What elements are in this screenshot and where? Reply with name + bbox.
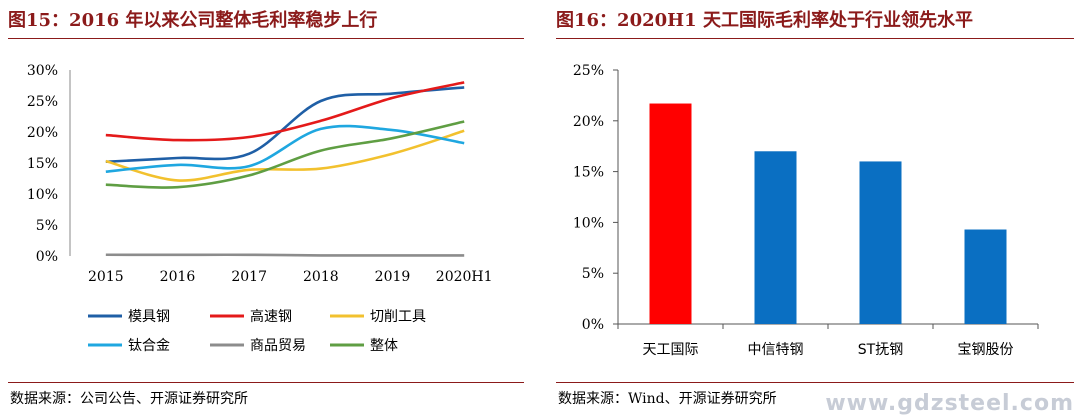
y-tick-label: 10% (573, 215, 604, 231)
right-figure: 图16：2020H1 天工国际毛利率处于行业领先水平 0% 5% 10% 15% 20%… (548, 0, 1080, 416)
y-tick-label: 20% (27, 125, 58, 141)
x-tick-label: 2015 (88, 269, 124, 285)
legend-label: 切削工具 (370, 309, 426, 325)
category-label: 宝钢股份 (958, 342, 1014, 358)
series-line (105, 120, 465, 189)
bar (649, 103, 692, 324)
legend-label: 钛合金 (128, 338, 170, 354)
y-tick-label: 10% (27, 187, 58, 203)
left-figure: 图15：2016 年以来公司整体毛利率稳步上行 0% 5% 10% 15% 20% 25%… (0, 0, 530, 416)
bar (964, 229, 1007, 324)
y-tick-label: 5% (36, 218, 58, 234)
site-watermark: www.gdzsteel.com (825, 391, 1074, 416)
category-label: 天工国际 (643, 342, 699, 358)
y-tick-label: 5% (582, 266, 604, 282)
series-line (105, 81, 465, 142)
bar-chart: 0% 5% 10% 15% 20% 25% 天工国际 中信特钢 ST抚钢 宝钢股份 (573, 63, 1039, 358)
x-tick-label: 2018 (303, 269, 339, 285)
bar (859, 161, 902, 324)
y-tick-label: 25% (27, 94, 58, 110)
bar (754, 151, 797, 324)
series-line (105, 253, 465, 257)
y-tick-label: 30% (27, 63, 58, 79)
y-tick-label: 25% (573, 63, 604, 79)
legend-label: 模具钢 (128, 309, 170, 325)
y-tick-label: 0% (582, 317, 604, 333)
left-title-divider (8, 38, 524, 39)
series-line (105, 124, 465, 173)
x-tick-label: 2017 (231, 269, 267, 285)
left-source-divider (8, 382, 524, 383)
y-tick-label: 20% (573, 114, 604, 130)
series-line (105, 129, 465, 182)
right-figure-title: 图16：2020H1 天工国际毛利率处于行业领先水平 (556, 10, 973, 31)
y-tick-label: 0% (36, 249, 58, 265)
right-source-note: 数据来源：Wind、开源证券研究所 (558, 391, 777, 407)
left-source-note: 数据来源：公司公告、开源证券研究所 (10, 391, 248, 407)
x-tick-label: 2016 (160, 269, 196, 285)
category-label: ST抚钢 (858, 342, 903, 358)
legend-label: 商品贸易 (250, 338, 306, 354)
legend-label: 整体 (370, 338, 398, 354)
legend-label: 高速钢 (250, 308, 292, 325)
right-source-divider (556, 382, 1074, 383)
y-tick-label: 15% (573, 165, 604, 181)
y-tick-label: 15% (27, 156, 58, 172)
x-tick-label: 2019 (375, 269, 411, 285)
x-tick-label: 2020H1 (436, 269, 493, 285)
series-line (105, 86, 465, 164)
line-chart: 0% 5% 10% 15% 20% 25% 30% 2015 2016 2017 2018 2019 2… (27, 63, 493, 354)
right-title-divider (556, 38, 1074, 39)
left-figure-title: 图15：2016 年以来公司整体毛利率稳步上行 (8, 10, 378, 31)
category-label: 中信特钢 (748, 342, 804, 358)
